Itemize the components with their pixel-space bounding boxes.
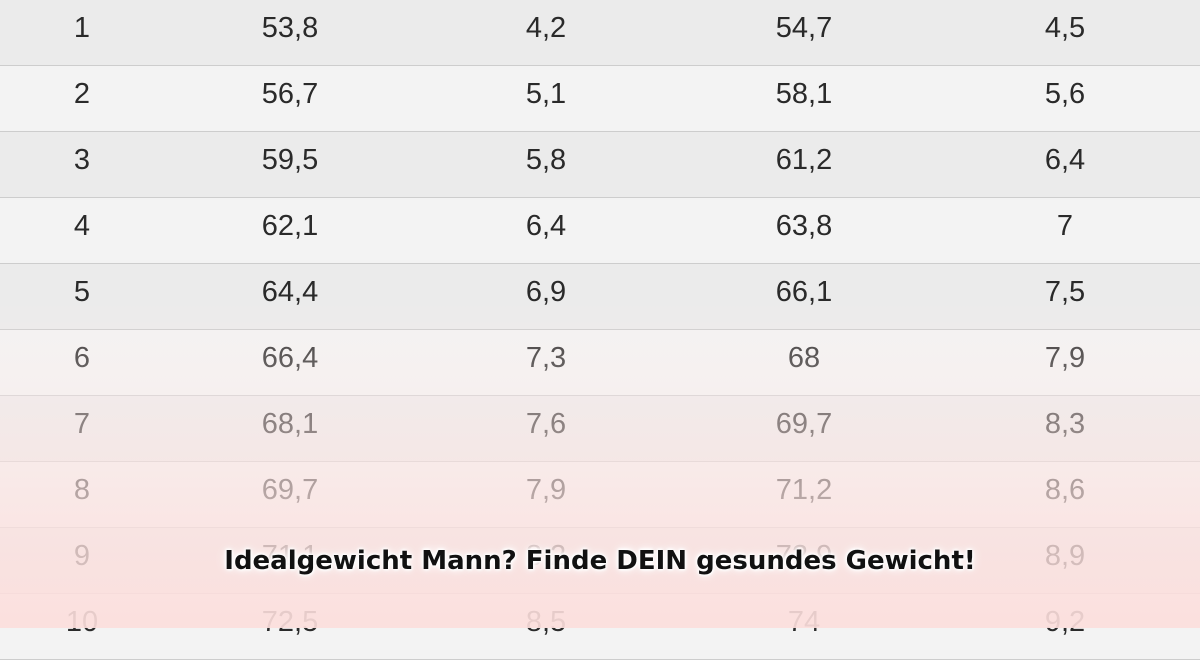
table-cell: 7,9 bbox=[1044, 342, 1086, 374]
page-caption: Idealgewicht Mann? Finde DEIN gesundes G… bbox=[224, 546, 976, 576]
table-cell: 6 bbox=[73, 342, 91, 374]
table-cell: 7,9 bbox=[525, 474, 567, 506]
table-cell: 72,5 bbox=[261, 606, 319, 638]
table-cell: 7 bbox=[73, 408, 91, 440]
table-cell: 59,5 bbox=[261, 144, 319, 176]
table-cell: 7 bbox=[1056, 210, 1074, 242]
table-row: 6 66,4 7,3 68 7,9 bbox=[0, 330, 1200, 396]
table-cell: 64,4 bbox=[261, 276, 319, 308]
table-cell: 54,7 bbox=[775, 12, 833, 44]
table-cell: 1 bbox=[73, 12, 91, 44]
table-row: 2 56,7 5,1 58,1 5,6 bbox=[0, 66, 1200, 132]
table-row: 3 59,5 5,8 61,2 6,4 bbox=[0, 132, 1200, 198]
table-cell: 74 bbox=[787, 606, 821, 638]
table-cell: 5 bbox=[73, 276, 91, 308]
table-cell: 61,2 bbox=[775, 144, 833, 176]
table-cell: 5,8 bbox=[525, 144, 567, 176]
table-cell: 58,1 bbox=[775, 78, 833, 110]
table-cell: 68 bbox=[787, 342, 821, 374]
table-cell: 7,5 bbox=[1044, 276, 1086, 308]
table-cell: 5,6 bbox=[1044, 78, 1086, 110]
table-row: 1 53,8 4,2 54,7 4,5 bbox=[0, 0, 1200, 66]
table-cell: 7,6 bbox=[525, 408, 567, 440]
table-cell: 9,2 bbox=[1044, 606, 1086, 638]
table-cell: 68,1 bbox=[261, 408, 319, 440]
table-cell: 71,2 bbox=[775, 474, 833, 506]
table-cell: 8,5 bbox=[525, 606, 567, 638]
table-row: 7 68,1 7,6 69,7 8,3 bbox=[0, 396, 1200, 462]
table-cell: 6,4 bbox=[525, 210, 567, 242]
table-cell: 4 bbox=[73, 210, 91, 242]
table-cell: 62,1 bbox=[261, 210, 319, 242]
table-row: 5 64,4 6,9 66,1 7,5 bbox=[0, 264, 1200, 330]
table-cell: 3 bbox=[73, 144, 91, 176]
table-cell: 69,7 bbox=[775, 408, 833, 440]
table-cell: 5,1 bbox=[525, 78, 567, 110]
table-cell: 8,3 bbox=[1044, 408, 1086, 440]
table-cell: 66,1 bbox=[775, 276, 833, 308]
table-cell: 8,6 bbox=[1044, 474, 1086, 506]
table-cell: 4,2 bbox=[525, 12, 567, 44]
table-cell: 63,8 bbox=[775, 210, 833, 242]
table-row: 8 69,7 7,9 71,2 8,6 bbox=[0, 462, 1200, 528]
table-cell: 69,7 bbox=[261, 474, 319, 506]
table-cell: 7,3 bbox=[525, 342, 567, 374]
table-row: 4 62,1 6,4 63,8 7 bbox=[0, 198, 1200, 264]
table-cell: 6,4 bbox=[1044, 144, 1086, 176]
table-cell: 66,4 bbox=[261, 342, 319, 374]
table-cell: 6,9 bbox=[525, 276, 567, 308]
table-cell: 53,8 bbox=[261, 12, 319, 44]
table-cell: 2 bbox=[73, 78, 91, 110]
table-cell: 4,5 bbox=[1044, 12, 1086, 44]
table-cell: 10 bbox=[65, 606, 99, 638]
table-cell: 56,7 bbox=[261, 78, 319, 110]
table-cell: 8 bbox=[73, 474, 91, 506]
table-row: 10 72,5 8,5 74 9,2 bbox=[0, 594, 1200, 660]
